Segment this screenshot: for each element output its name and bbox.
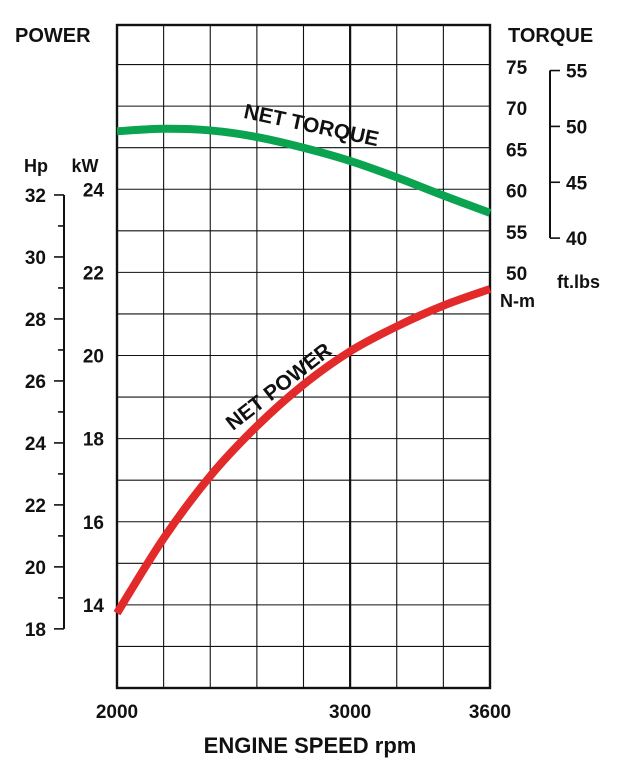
hp-tick-label: 28 bbox=[25, 310, 46, 331]
hp-unit-label: Hp bbox=[24, 156, 48, 176]
ftlbs-unit-label: ft.lbs bbox=[557, 272, 600, 292]
net-torque-curve bbox=[116, 124, 492, 217]
nm-tick-label: 60 bbox=[506, 182, 527, 203]
chart-grid bbox=[115, 23, 492, 690]
x-tick-label: 2000 bbox=[96, 702, 138, 723]
kw-tick-label: 22 bbox=[83, 263, 104, 284]
hp-tick-label: 26 bbox=[25, 372, 46, 393]
net-power-label: NET POWER bbox=[222, 339, 336, 435]
nm-tick-label: 70 bbox=[506, 99, 527, 120]
right-header: TORQUE bbox=[508, 25, 593, 47]
hp-tick-label: 22 bbox=[25, 496, 46, 517]
nm-unit-label: N-m bbox=[500, 291, 535, 311]
ftlbs-tick-label: 40 bbox=[566, 229, 587, 250]
ftlbs-tick-label: 45 bbox=[566, 173, 588, 194]
chart-labels: 2000 3000 3600 14 16 18 20 22 24 18 20 22 24 26 28 30 32… bbox=[24, 58, 600, 723]
hp-tick-label: 24 bbox=[25, 434, 47, 455]
ftlbs-tick-label: 55 bbox=[566, 62, 588, 83]
net-torque-label: NET TORQUE bbox=[242, 100, 381, 151]
nm-tick-label: 50 bbox=[506, 264, 527, 285]
hp-tick-label: 30 bbox=[25, 248, 46, 269]
nm-tick-label: 55 bbox=[506, 223, 528, 244]
ftlbs-tick-label: 50 bbox=[566, 117, 587, 138]
kw-tick-label: 24 bbox=[83, 180, 105, 201]
kw-tick-label: 14 bbox=[83, 596, 105, 617]
nm-tick-label: 75 bbox=[506, 58, 528, 79]
kw-tick-label: 20 bbox=[83, 347, 104, 368]
kw-tick-label: 16 bbox=[83, 513, 104, 534]
hp-tick-label: 32 bbox=[25, 186, 46, 207]
kw-unit-label: kW bbox=[72, 156, 99, 176]
x-tick-label: 3000 bbox=[329, 702, 371, 723]
left-header: POWER bbox=[15, 25, 91, 47]
x-tick-label: 3600 bbox=[469, 702, 511, 723]
x-axis-label: ENGINE SPEED rpm bbox=[204, 733, 417, 758]
chart-axes bbox=[54, 69, 560, 630]
nm-tick-label: 65 bbox=[506, 140, 528, 161]
kw-tick-label: 18 bbox=[83, 430, 104, 451]
hp-tick-label: 20 bbox=[25, 558, 46, 579]
hp-tick-label: 18 bbox=[25, 620, 46, 641]
chart-series bbox=[113, 124, 492, 616]
net-power-curve bbox=[113, 285, 492, 616]
